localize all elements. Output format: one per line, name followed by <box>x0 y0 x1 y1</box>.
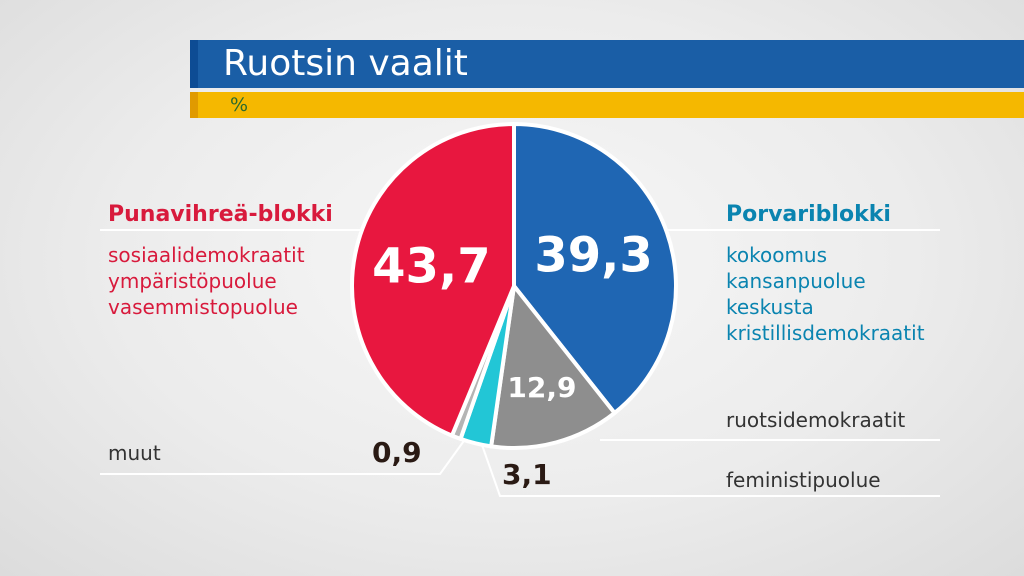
pie-slice-porvariblokki <box>512 122 678 415</box>
pie-slice-punavihreä-blokki <box>350 122 516 438</box>
value-feministipuolue: 3,1 <box>502 458 552 491</box>
pie-slice-ruotsidemokraatit <box>489 284 617 450</box>
label-muut: muut <box>108 441 161 465</box>
title-accent <box>190 40 198 88</box>
unit-bar <box>190 92 1024 118</box>
title-bar <box>190 40 1024 88</box>
label-ruotsidemokraatit: ruotsidemokraatit <box>726 408 906 432</box>
right-party-1: kokoomus <box>726 243 828 267</box>
right-party-4: kristillisdemokraatit <box>726 321 925 345</box>
left-party-3: vasemmistopuolue <box>108 295 298 319</box>
page-title: Ruotsin vaalit <box>223 43 468 84</box>
left-party-2: ympäristöpuolue <box>108 269 277 293</box>
unit-accent <box>190 92 198 118</box>
slice-value-label: 43,7 <box>372 239 490 295</box>
right-block-title: Porvariblokki <box>726 202 891 227</box>
unit-label: % <box>230 94 249 116</box>
slice-value-label: 39,3 <box>534 227 652 283</box>
leader-line-feministipuolue <box>481 444 940 497</box>
left-block-title: Punavihreä-blokki <box>108 202 333 227</box>
slice-value-label: 12,9 <box>507 371 576 404</box>
right-party-2: kansanpuolue <box>726 269 866 293</box>
value-muut: 0,9 <box>372 436 422 469</box>
right-party-3: keskusta <box>726 295 814 319</box>
left-party-1: sosiaalidemokraatit <box>108 243 305 267</box>
leader-line-muut <box>100 437 467 475</box>
label-feministipuolue: feministipuolue <box>726 468 881 492</box>
